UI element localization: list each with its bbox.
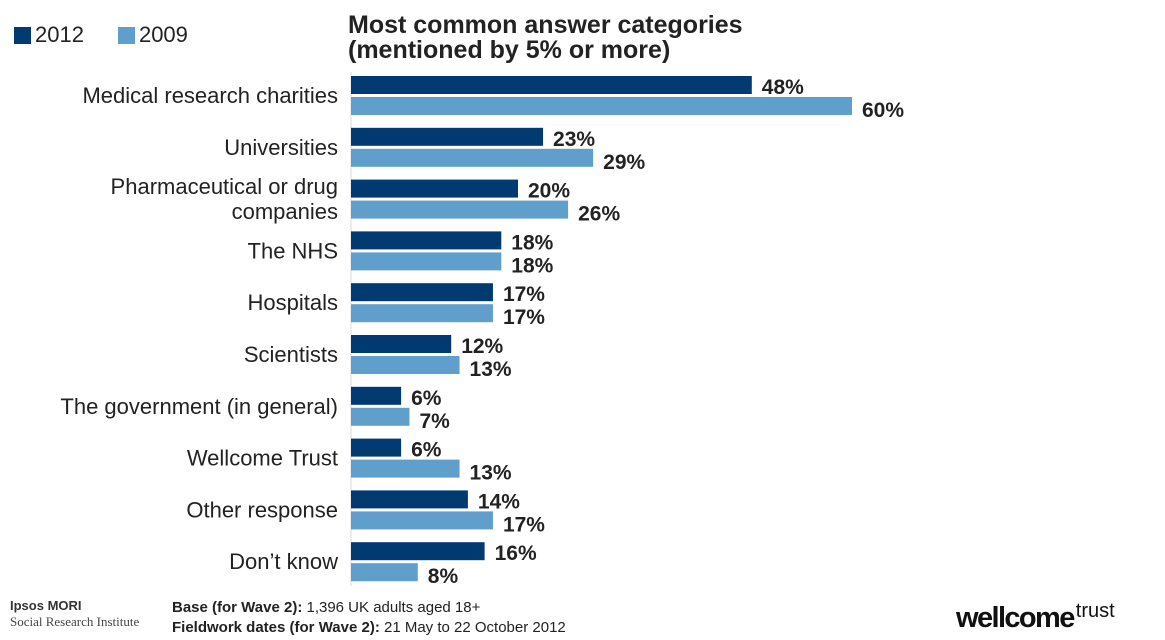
legend-swatch-2012 <box>14 26 31 44</box>
bar-2012 <box>351 542 485 561</box>
brand-sup: trust <box>1075 600 1115 622</box>
chart-title: Most common answer categories (mentioned… <box>348 13 743 63</box>
category-label: Universities <box>224 135 338 160</box>
category-label: Hospitals <box>248 290 338 315</box>
bar-2009 <box>351 459 460 478</box>
data-label-2009: 17% <box>503 513 545 536</box>
chart-title-line-1: Most common answer categories <box>348 11 743 39</box>
bar-2012 <box>351 335 452 353</box>
data-label-2012: 6% <box>411 387 442 410</box>
category-label: Wellcome Trust <box>187 446 338 471</box>
category-label: The government (in general) <box>60 394 338 419</box>
bar-2012 <box>351 179 518 198</box>
data-label-2012: 20% <box>528 180 570 203</box>
data-label-2012: 12% <box>461 335 503 358</box>
chart-title-line-2: (mentioned by 5% or more) <box>348 36 671 64</box>
bar-2009 <box>351 407 410 426</box>
category-label: Pharmaceutical or drug <box>111 174 338 199</box>
legend-swatch-2009 <box>117 26 135 44</box>
bar-2009 <box>351 200 569 219</box>
bar-2012 <box>351 490 468 509</box>
legend: 2012 2009 <box>14 20 222 50</box>
data-label-2009: 8% <box>428 565 459 588</box>
category-label: Medical research charities <box>82 83 338 108</box>
wellcome-trust-logo: wellcome trust <box>956 600 1115 640</box>
bar-2012 <box>351 76 752 94</box>
bar-2012 <box>351 283 493 302</box>
base-note: Base (for Wave 2): 1,396 UK adults aged … <box>172 598 566 618</box>
category-label: The NHS <box>248 238 338 263</box>
data-label-2012: 14% <box>478 490 520 513</box>
legend-label-2012: 2012 <box>35 22 84 47</box>
data-label-2009: 29% <box>603 151 645 174</box>
legend-label-2009: 2009 <box>138 22 188 47</box>
data-label-2012: 6% <box>411 439 442 462</box>
fieldwork-note: Fieldwork dates (for Wave 2): 21 May to … <box>172 618 566 638</box>
data-label-2009: 17% <box>503 306 545 329</box>
fieldwork-value: 21 May to 22 October 2012 <box>379 619 566 636</box>
bar-2009 <box>351 511 493 530</box>
bar-2009 <box>351 563 418 582</box>
data-label-2012: 18% <box>511 231 553 254</box>
data-label-2009: 18% <box>511 254 553 277</box>
base-value: 1,396 UK adults aged 18+ <box>302 599 481 616</box>
bar-chart: 48% 60% Medical research charities 23% 29% Un… <box>60 72 904 588</box>
bar-2009 <box>351 148 594 167</box>
data-label-2012: 48% <box>762 76 804 99</box>
category-label: Other response <box>186 497 338 522</box>
bar-2009 <box>351 97 852 115</box>
data-label-2009: 7% <box>419 410 450 433</box>
bar-2012 <box>351 127 544 146</box>
data-label-2009: 60% <box>862 99 904 122</box>
base-label: Base (for Wave 2): <box>172 599 303 616</box>
category-label: companies <box>232 199 338 224</box>
data-label-2012: 23% <box>553 128 595 151</box>
org-name: Ipsos MORI <box>10 598 82 613</box>
data-label-2009: 26% <box>578 203 620 226</box>
bar-2012 <box>351 438 402 457</box>
bar-2009 <box>351 304 493 323</box>
data-label-2012: 17% <box>503 283 545 306</box>
org-unit: Social Research Institute <box>10 614 140 629</box>
data-label-2009: 13% <box>470 358 512 381</box>
legend-item-2009: 2009 <box>117 22 188 48</box>
data-label-2012: 16% <box>495 542 537 565</box>
brand-main: wellcome <box>956 602 1075 634</box>
ipsos-mori-logo: Ipsos MORI Social Research Institute <box>10 598 139 630</box>
category-label: Don’t know <box>229 549 338 574</box>
footer-notes: Base (for Wave 2): 1,396 UK adults aged … <box>172 598 566 638</box>
fieldwork-label: Fieldwork dates (for Wave 2): <box>172 619 380 636</box>
legend-item-2012: 2012 <box>14 22 84 48</box>
category-label: Scientists <box>244 342 338 367</box>
bar-2012 <box>351 386 402 405</box>
bar-2009 <box>351 356 460 374</box>
bar-2012 <box>351 231 502 250</box>
data-label-2009: 13% <box>470 462 512 485</box>
bar-2009 <box>351 252 502 271</box>
